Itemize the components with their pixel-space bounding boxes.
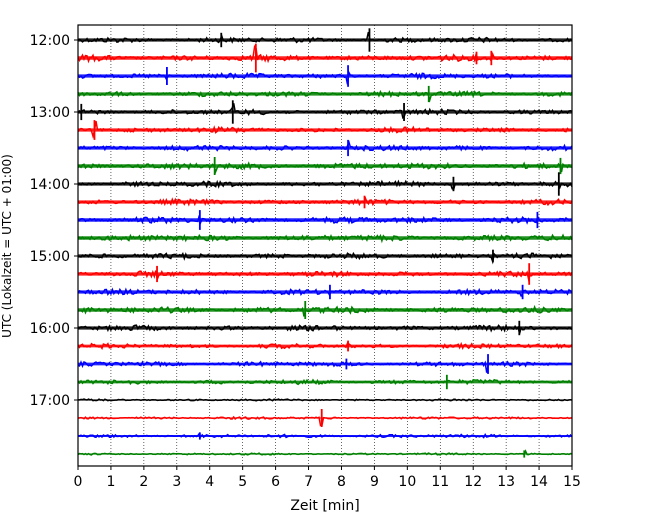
x-tick-label-14: 14 [530, 474, 548, 490]
x-tick-label-8: 8 [337, 474, 346, 490]
y-tick-label-4: 16:00 [30, 321, 70, 337]
y-tick-label-3: 15:00 [30, 249, 70, 265]
x-tick-label-5: 5 [238, 474, 247, 490]
y-tick-label-2: 14:00 [30, 177, 70, 193]
x-tick-label-0: 0 [74, 474, 83, 490]
y-axis-label: UTC (Lokalzeit = UTC + 01:00) [0, 154, 14, 338]
x-tick-label-7: 7 [304, 474, 313, 490]
x-tick-label-2: 2 [139, 474, 148, 490]
x-tick-label-6: 6 [271, 474, 280, 490]
trace-group [77, 28, 573, 458]
x-axis-label: Zeit [min] [290, 498, 359, 514]
x-tick-label-10: 10 [398, 474, 416, 490]
x-tick-label-12: 12 [464, 474, 482, 490]
plot-frame [77, 24, 573, 467]
x-tick-label-3: 3 [172, 474, 181, 490]
x-tick-label-11: 11 [431, 474, 449, 490]
y-tick-label-0: 12:00 [30, 33, 70, 49]
x-tick-label-13: 13 [497, 474, 515, 490]
x-tick-label-9: 9 [370, 474, 379, 490]
y-axis: 12:00 13:00 14:00 15:00 16:00 17:00 [30, 33, 78, 409]
x-tick-label-1: 1 [106, 474, 115, 490]
x-tick-label-4: 4 [205, 474, 214, 490]
y-tick-label-5: 17:00 [30, 393, 70, 409]
y-tick-label-1: 13:00 [30, 105, 70, 121]
x-tick-label-15: 15 [563, 474, 581, 490]
x-axis: 0 1 2 3 4 5 6 7 8 9 10 11 12 13 14 15 [74, 466, 581, 490]
